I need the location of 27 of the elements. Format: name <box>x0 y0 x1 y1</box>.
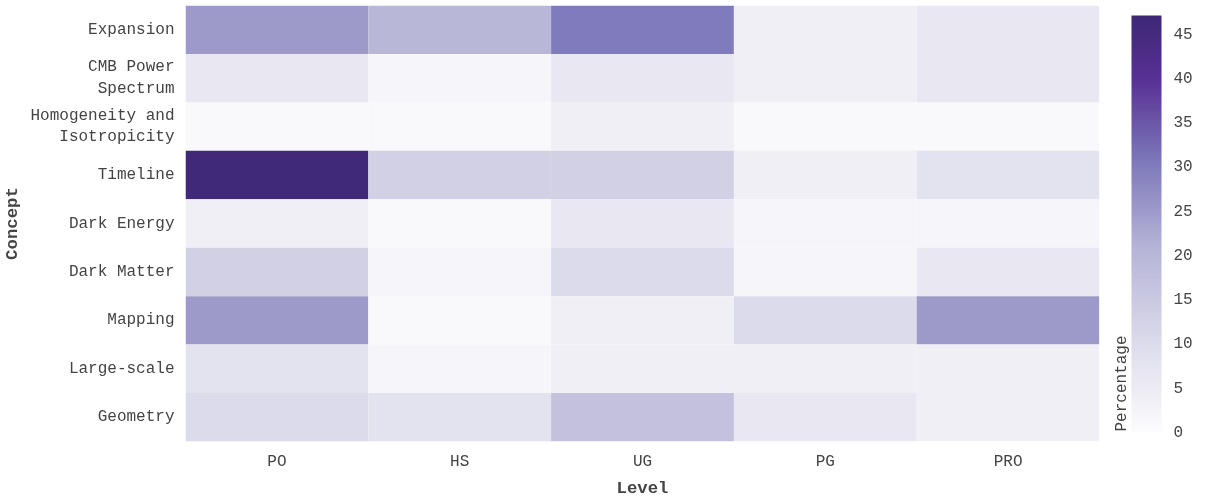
color-bar-label: 35 <box>1173 114 1193 133</box>
y-tick-label: CMB Power Spectrum <box>88 58 175 98</box>
y-tick-label: Mapping <box>107 311 175 330</box>
color-bar-title: Percentage <box>1112 335 1131 432</box>
color-bar-label: 25 <box>1173 202 1193 221</box>
x-tick-label: HS <box>450 452 470 471</box>
x-tick-label: UG <box>632 452 653 471</box>
x-tick-label: PG <box>815 452 835 471</box>
y-axis-title: Concept <box>3 187 23 260</box>
y-tick-label: Timeline <box>97 166 175 185</box>
color-bar-label: 5 <box>1173 379 1184 398</box>
y-tick-label: Dark Energy <box>68 214 175 233</box>
y-tick-label: Large-scale <box>68 359 175 378</box>
x-axis-title: Level <box>616 478 669 498</box>
color-bar-label: 15 <box>1173 291 1193 310</box>
color-bar-label: 30 <box>1173 158 1193 177</box>
y-tick-label: Expansion <box>88 20 175 39</box>
color-bar-label: 20 <box>1173 246 1193 265</box>
color-bar-label: 40 <box>1173 69 1193 88</box>
y-tick-label: Dark Matter <box>68 262 175 281</box>
color-bar-label: 45 <box>1173 25 1193 44</box>
x-tick-label: PO <box>267 452 287 471</box>
x-tick-label: PRO <box>993 452 1023 471</box>
y-tick-label: Homogeneity and Isotropicity <box>30 106 175 147</box>
color-bar-label: 0 <box>1173 424 1184 442</box>
color-bar-label: 10 <box>1173 335 1193 354</box>
y-tick-label: Geometry <box>97 408 175 427</box>
